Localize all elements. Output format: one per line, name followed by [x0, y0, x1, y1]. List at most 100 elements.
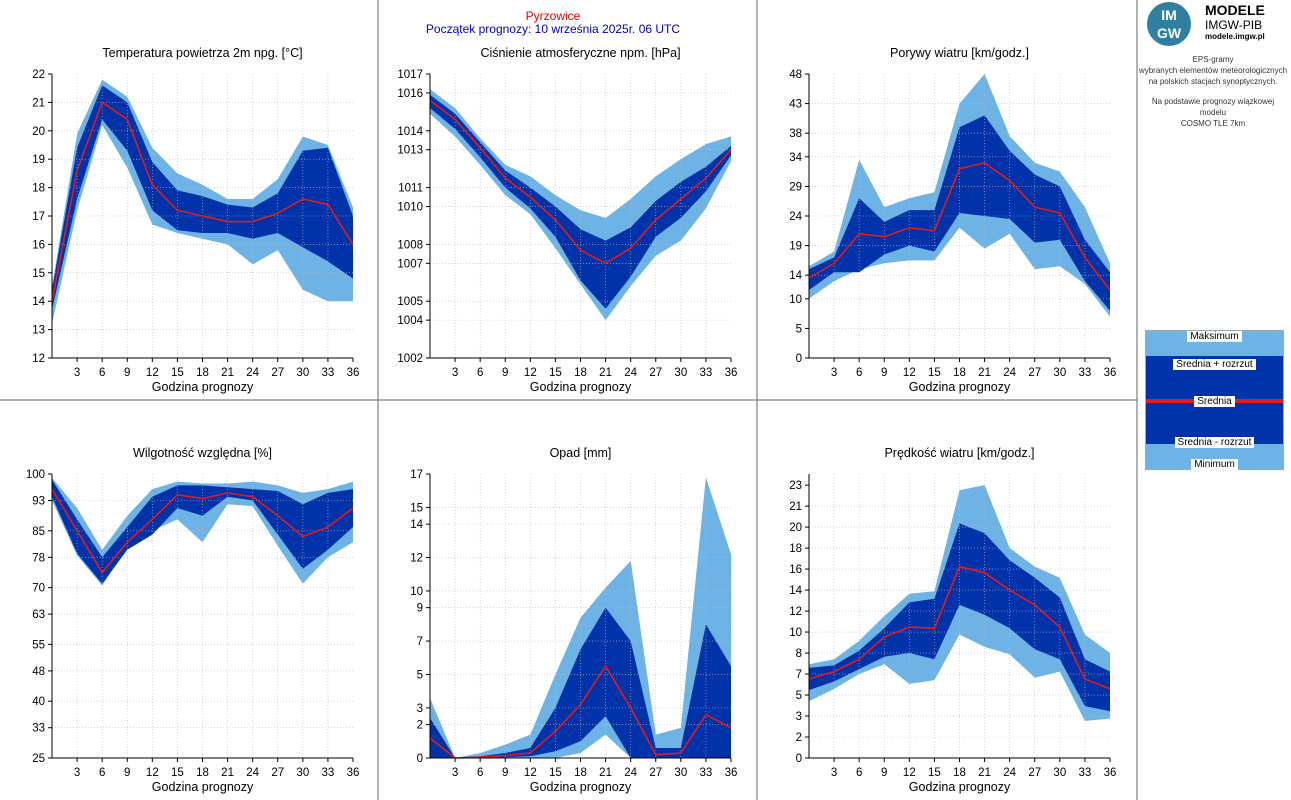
y-tick-label: 18	[789, 543, 802, 555]
chart-title: Opad [mm]	[550, 446, 612, 460]
legend-label-mean: Średnia	[1194, 396, 1235, 407]
y-tick-label: 7	[796, 669, 802, 681]
x-tick-label: 36	[347, 767, 360, 779]
x-tick-label: 3	[74, 367, 80, 379]
y-tick-label: 1008	[397, 239, 423, 251]
x-tick-label: 27	[1028, 367, 1041, 379]
x-tick-label: 12	[146, 767, 159, 779]
y-tick-label: 93	[32, 496, 45, 508]
x-tick-label: 18	[196, 367, 209, 379]
y-tick-label: 14	[789, 270, 802, 282]
y-tick-label: 7	[417, 636, 423, 648]
x-tick-label: 12	[146, 367, 159, 379]
forecast-start: Początek prognozy: 10 września 2025r. 06…	[426, 22, 680, 36]
x-tick-label: 6	[99, 367, 105, 379]
y-tick-label: 1002	[397, 353, 423, 365]
y-tick-label: 10	[789, 627, 802, 639]
x-tick-label: 27	[1028, 767, 1041, 779]
x-tick-label: 18	[953, 367, 966, 379]
y-tick-label: 63	[32, 609, 45, 621]
y-tick-label: 40	[32, 696, 45, 708]
y-tick-label: 1011	[398, 183, 423, 195]
x-tick-label: 30	[674, 767, 687, 779]
x-tick-label: 3	[74, 767, 80, 779]
x-tick-label: 27	[649, 767, 662, 779]
logo-org: IMGW-PIB	[1205, 18, 1263, 32]
spread-band	[52, 479, 353, 584]
x-tick-label: 33	[700, 367, 713, 379]
x-tick-label: 27	[271, 767, 284, 779]
y-tick-label: 1013	[397, 145, 423, 157]
x-tick-label: 33	[322, 767, 335, 779]
x-tick-label: 36	[1104, 367, 1117, 379]
legend-label-mean-plus: Średnia + rozrzut	[1173, 359, 1256, 370]
logo-url: modele.imgw.pl	[1205, 32, 1265, 41]
x-tick-label: 9	[502, 367, 508, 379]
y-tick-label: 15	[410, 502, 423, 514]
x-tick-label: 15	[928, 367, 941, 379]
x-tick-label: 33	[322, 367, 335, 379]
x-tick-label: 36	[725, 767, 738, 779]
y-tick-label: 23	[789, 480, 802, 492]
epsgram-charts: Pyrzowice Początek prognozy: 10 września…	[0, 0, 1138, 800]
x-axis-label: Godzina prognozy	[909, 380, 1011, 394]
logo-mark-top: IM	[1161, 7, 1177, 23]
imgw-logo-mark: IM GW	[1147, 2, 1191, 46]
y-tick-label: 55	[32, 639, 45, 651]
mean-line	[429, 99, 732, 265]
y-tick-label: 19	[32, 154, 45, 166]
side-info: EPS-gramy wybranych elementów meteorolog…	[1138, 54, 1288, 129]
x-tick-label: 24	[624, 367, 637, 379]
y-tick-label: 34	[789, 152, 802, 164]
x-tick-label: 33	[700, 767, 713, 779]
y-tick-label: 29	[789, 181, 802, 193]
logo-mark-bottom: GW	[1156, 25, 1182, 41]
legend-label-mean-minus: Średnia - rozrzut	[1174, 437, 1255, 448]
x-tick-label: 30	[296, 767, 309, 779]
side-info-line: wybranych elementów meteorologicznych	[1138, 66, 1288, 75]
x-tick-label: 9	[881, 367, 887, 379]
y-tick-label: 100	[26, 469, 45, 481]
x-tick-label: 21	[221, 367, 234, 379]
x-tick-label: 24	[1003, 367, 1016, 379]
mean-line	[51, 488, 354, 574]
imgw-logo: IM GW MODELE IMGW-PIB modele.imgw.pl	[1145, 2, 1285, 48]
y-tick-label: 3	[417, 703, 423, 715]
y-tick-label: 1014	[397, 126, 423, 138]
chart-panel-5: Prędkość wiatru [km/godz.]02357810121416…	[789, 446, 1116, 794]
y-tick-label: 43	[789, 99, 802, 111]
y-tick-label: 48	[32, 666, 45, 678]
y-tick-label: 5	[417, 669, 423, 681]
x-tick-label: 9	[881, 767, 887, 779]
y-tick-label: 12	[789, 606, 802, 618]
x-tick-label: 9	[124, 367, 130, 379]
x-tick-label: 21	[599, 367, 612, 379]
chart-title: Porywy wiatru [km/godz.]	[890, 46, 1029, 60]
x-tick-label: 33	[1079, 367, 1092, 379]
mean-line	[808, 565, 1111, 690]
logo-brand: MODELE	[1205, 2, 1265, 18]
x-tick-label: 30	[296, 367, 309, 379]
x-tick-label: 15	[171, 367, 184, 379]
x-tick-label: 21	[599, 767, 612, 779]
chart-panel-3: Wilgotność względna [%]25334048556370788…	[26, 446, 360, 794]
y-tick-label: 1016	[397, 88, 423, 100]
x-tick-label: 30	[1053, 367, 1066, 379]
station-name: Pyrzowice	[526, 9, 581, 23]
x-tick-label: 21	[978, 367, 991, 379]
x-tick-label: 24	[246, 767, 259, 779]
y-tick-label: 1010	[397, 202, 423, 214]
y-tick-label: 24	[789, 211, 802, 223]
x-tick-label: 21	[221, 767, 234, 779]
x-tick-label: 36	[347, 367, 360, 379]
y-tick-label: 14	[410, 519, 423, 531]
x-axis-label: Godzina prognozy	[152, 780, 254, 794]
x-tick-label: 18	[953, 767, 966, 779]
x-tick-label: 18	[196, 767, 209, 779]
x-axis-label: Godzina prognozy	[152, 380, 254, 394]
x-tick-label: 9	[124, 767, 130, 779]
y-tick-label: 14	[789, 585, 802, 597]
y-tick-label: 78	[32, 552, 45, 564]
y-tick-label: 0	[796, 753, 802, 765]
